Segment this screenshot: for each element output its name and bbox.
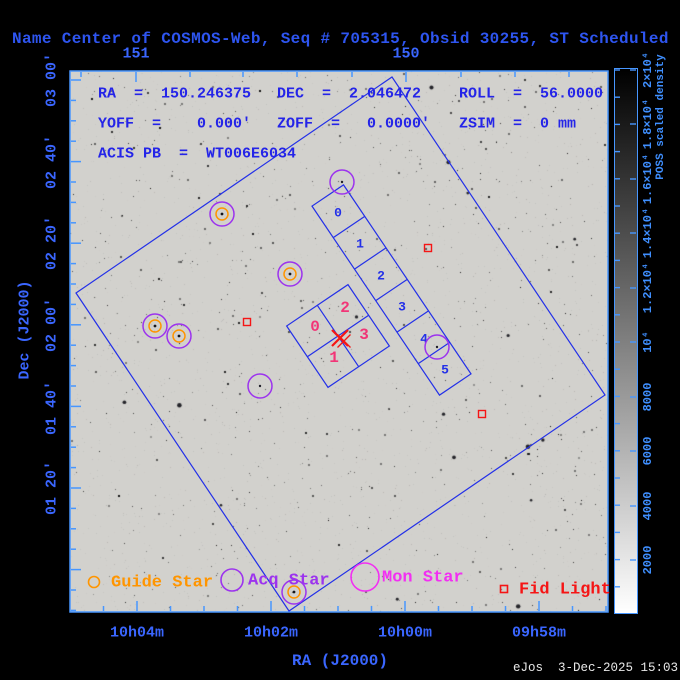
acq-star-marker xyxy=(329,169,355,195)
legend-acq-star-icon xyxy=(220,568,244,592)
i-chip-label: 1 xyxy=(329,349,339,367)
guide-star-marker xyxy=(281,579,307,605)
i-chip-label: 3 xyxy=(359,326,369,344)
s-chip-label: 0 xyxy=(334,206,342,221)
s-chip-label: 2 xyxy=(377,269,385,284)
aimpoint-marker xyxy=(331,329,351,348)
colorbar-gradient xyxy=(614,68,638,614)
fid-light-marker xyxy=(477,409,487,419)
legend-mon-star-icon xyxy=(350,562,380,592)
guide-star-marker xyxy=(277,261,303,287)
i-chip-label: 0 xyxy=(310,318,320,336)
fid-light-marker xyxy=(423,243,433,253)
plot-frame xyxy=(69,70,609,613)
sky-image xyxy=(70,71,608,612)
guide-star-marker xyxy=(142,313,168,339)
s-chip-label: 4 xyxy=(420,332,428,347)
acis-s-array xyxy=(311,184,472,396)
fid-light-marker xyxy=(242,317,252,327)
acq-star-marker xyxy=(247,373,273,399)
axis-ticks xyxy=(71,72,607,612)
guide-star-marker xyxy=(209,201,235,227)
colorbar-ticks xyxy=(615,69,636,588)
legend-guide-star-icon xyxy=(87,575,101,589)
legend-fid-light-icon xyxy=(499,584,509,594)
s-chip-label: 1 xyxy=(356,237,364,252)
fov-outline xyxy=(75,76,606,612)
i-chip-label: 2 xyxy=(340,299,350,317)
s-chip-label: 5 xyxy=(441,363,449,378)
acq-star-marker xyxy=(424,334,450,360)
s-chip-label: 3 xyxy=(398,300,406,315)
guide-star-marker xyxy=(166,323,192,349)
